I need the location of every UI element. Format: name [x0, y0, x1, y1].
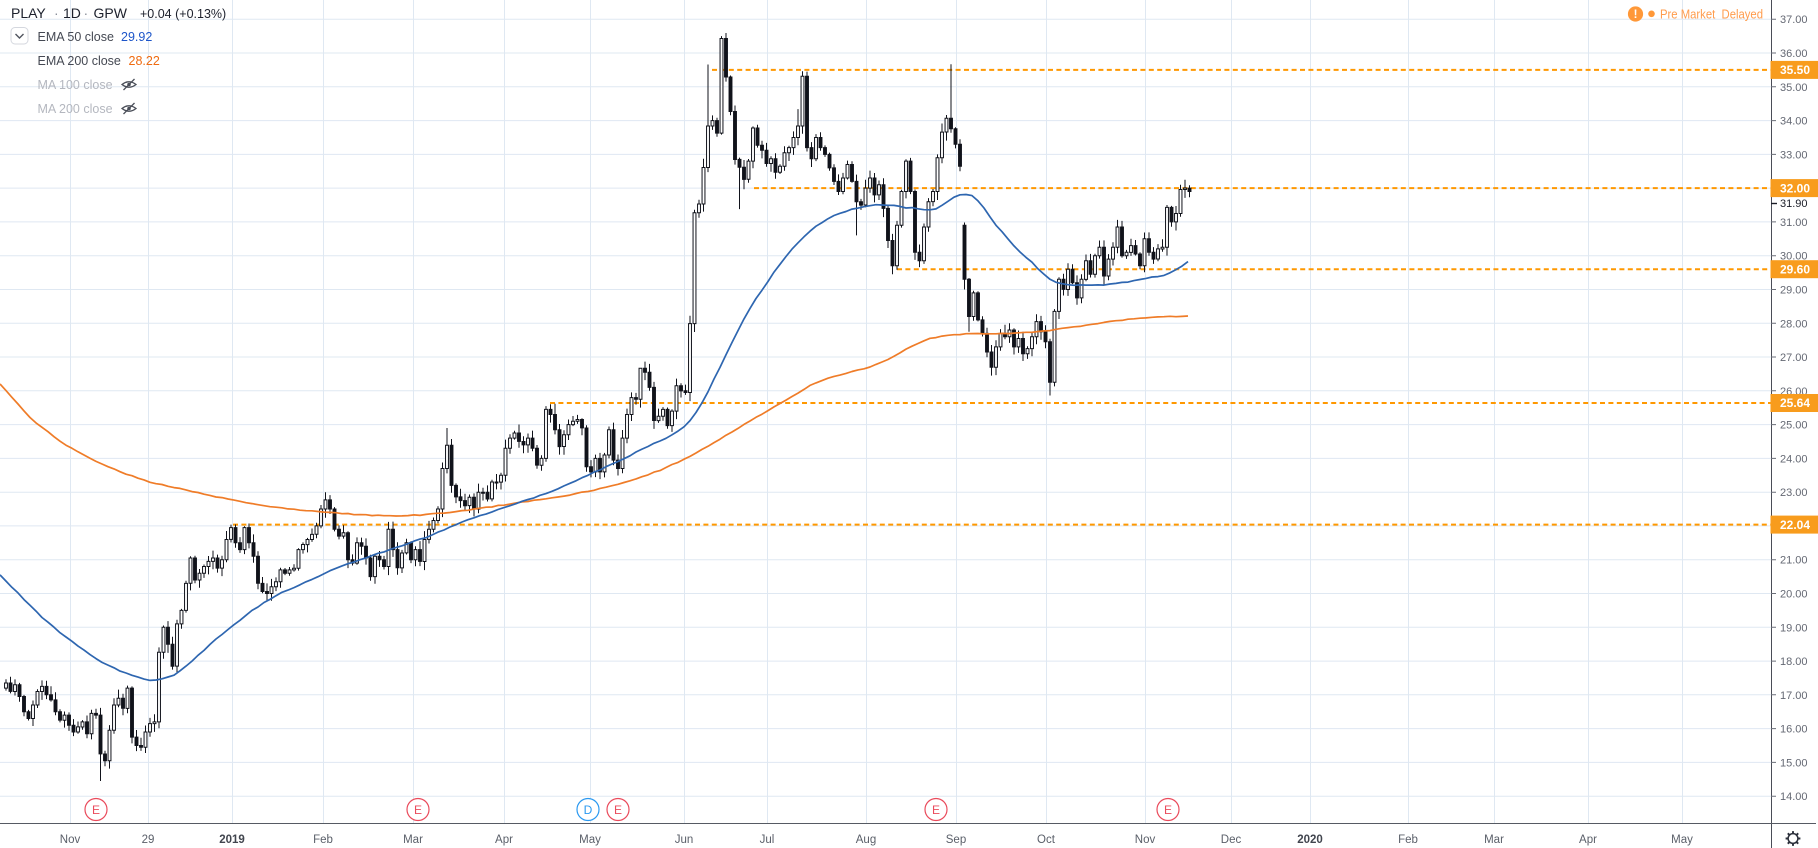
svg-text:Mar: Mar	[1484, 834, 1504, 846]
svg-text:MA 200 close: MA 200 close	[38, 102, 113, 116]
svg-text:Feb: Feb	[1398, 834, 1418, 846]
svg-text:Dec: Dec	[1221, 834, 1242, 846]
svg-text:15.00: 15.00	[1780, 757, 1808, 769]
svg-text:25.64: 25.64	[1780, 396, 1810, 410]
svg-text:D: D	[584, 803, 593, 817]
svg-text:May: May	[579, 834, 601, 846]
svg-text:29.60: 29.60	[1780, 262, 1810, 276]
svg-text:E: E	[92, 803, 100, 817]
svg-text:Pre Market Delayed: Pre Market Delayed	[1660, 7, 1763, 22]
svg-text:2019: 2019	[219, 834, 245, 846]
svg-text:22.04: 22.04	[1780, 518, 1810, 532]
svg-text:May: May	[1671, 834, 1693, 846]
svg-text:32.00: 32.00	[1780, 181, 1810, 195]
svg-text:Oct: Oct	[1037, 834, 1056, 846]
svg-text:20.00: 20.00	[1780, 589, 1808, 601]
svg-text:14.00: 14.00	[1780, 791, 1808, 803]
svg-text:Feb: Feb	[313, 834, 333, 846]
svg-text:25.00: 25.00	[1780, 420, 1808, 432]
svg-text:35.50: 35.50	[1780, 63, 1810, 77]
svg-text:E: E	[932, 803, 940, 817]
svg-text:Mar: Mar	[403, 834, 423, 846]
svg-text:EMA 50 close: EMA 50 close	[38, 30, 114, 44]
svg-text:34.00: 34.00	[1780, 116, 1808, 128]
svg-text:28.22: 28.22	[129, 54, 160, 68]
svg-text:18.00: 18.00	[1780, 656, 1808, 668]
svg-text:29.92: 29.92	[121, 30, 152, 44]
svg-text:16.00: 16.00	[1780, 724, 1808, 736]
svg-text:35.00: 35.00	[1780, 82, 1808, 94]
svg-text:29.00: 29.00	[1780, 285, 1808, 297]
svg-text:23.00: 23.00	[1780, 487, 1808, 499]
svg-text:33.00: 33.00	[1780, 149, 1808, 161]
svg-text:28.00: 28.00	[1780, 318, 1808, 330]
svg-text:19.00: 19.00	[1780, 622, 1808, 634]
svg-text:Jun: Jun	[675, 834, 694, 846]
svg-text:E: E	[1164, 803, 1172, 817]
svg-text:2020: 2020	[1297, 834, 1323, 846]
svg-text:MA 100 close: MA 100 close	[38, 78, 113, 92]
svg-text:Apr: Apr	[495, 834, 513, 846]
svg-text:29: 29	[142, 834, 155, 846]
svg-text:Nov: Nov	[60, 834, 81, 846]
svg-text:17.00: 17.00	[1780, 690, 1808, 702]
svg-text:31.00: 31.00	[1780, 217, 1808, 229]
svg-text:E: E	[614, 803, 622, 817]
svg-text:Nov: Nov	[1135, 834, 1156, 846]
svg-text:EMA 200 close: EMA 200 close	[38, 54, 121, 68]
svg-text:E: E	[414, 803, 422, 817]
svg-text:30.00: 30.00	[1780, 251, 1808, 263]
svg-text:21.00: 21.00	[1780, 555, 1808, 567]
svg-text:PLAY·1D·GPW+0.04 (+0.13%): PLAY · 1D · GPW +0.04 (+0.13%)	[11, 5, 226, 21]
svg-text:31.90: 31.90	[1780, 198, 1808, 210]
svg-text:27.00: 27.00	[1780, 352, 1808, 364]
svg-text:Jul: Jul	[760, 834, 775, 846]
svg-text:37.00: 37.00	[1780, 14, 1808, 26]
svg-text:!: !	[1634, 9, 1638, 21]
svg-text:36.00: 36.00	[1780, 48, 1808, 60]
svg-text:Aug: Aug	[856, 834, 876, 846]
svg-text:24.00: 24.00	[1780, 453, 1808, 465]
svg-text:Apr: Apr	[1579, 834, 1597, 846]
svg-text:Sep: Sep	[946, 834, 966, 846]
